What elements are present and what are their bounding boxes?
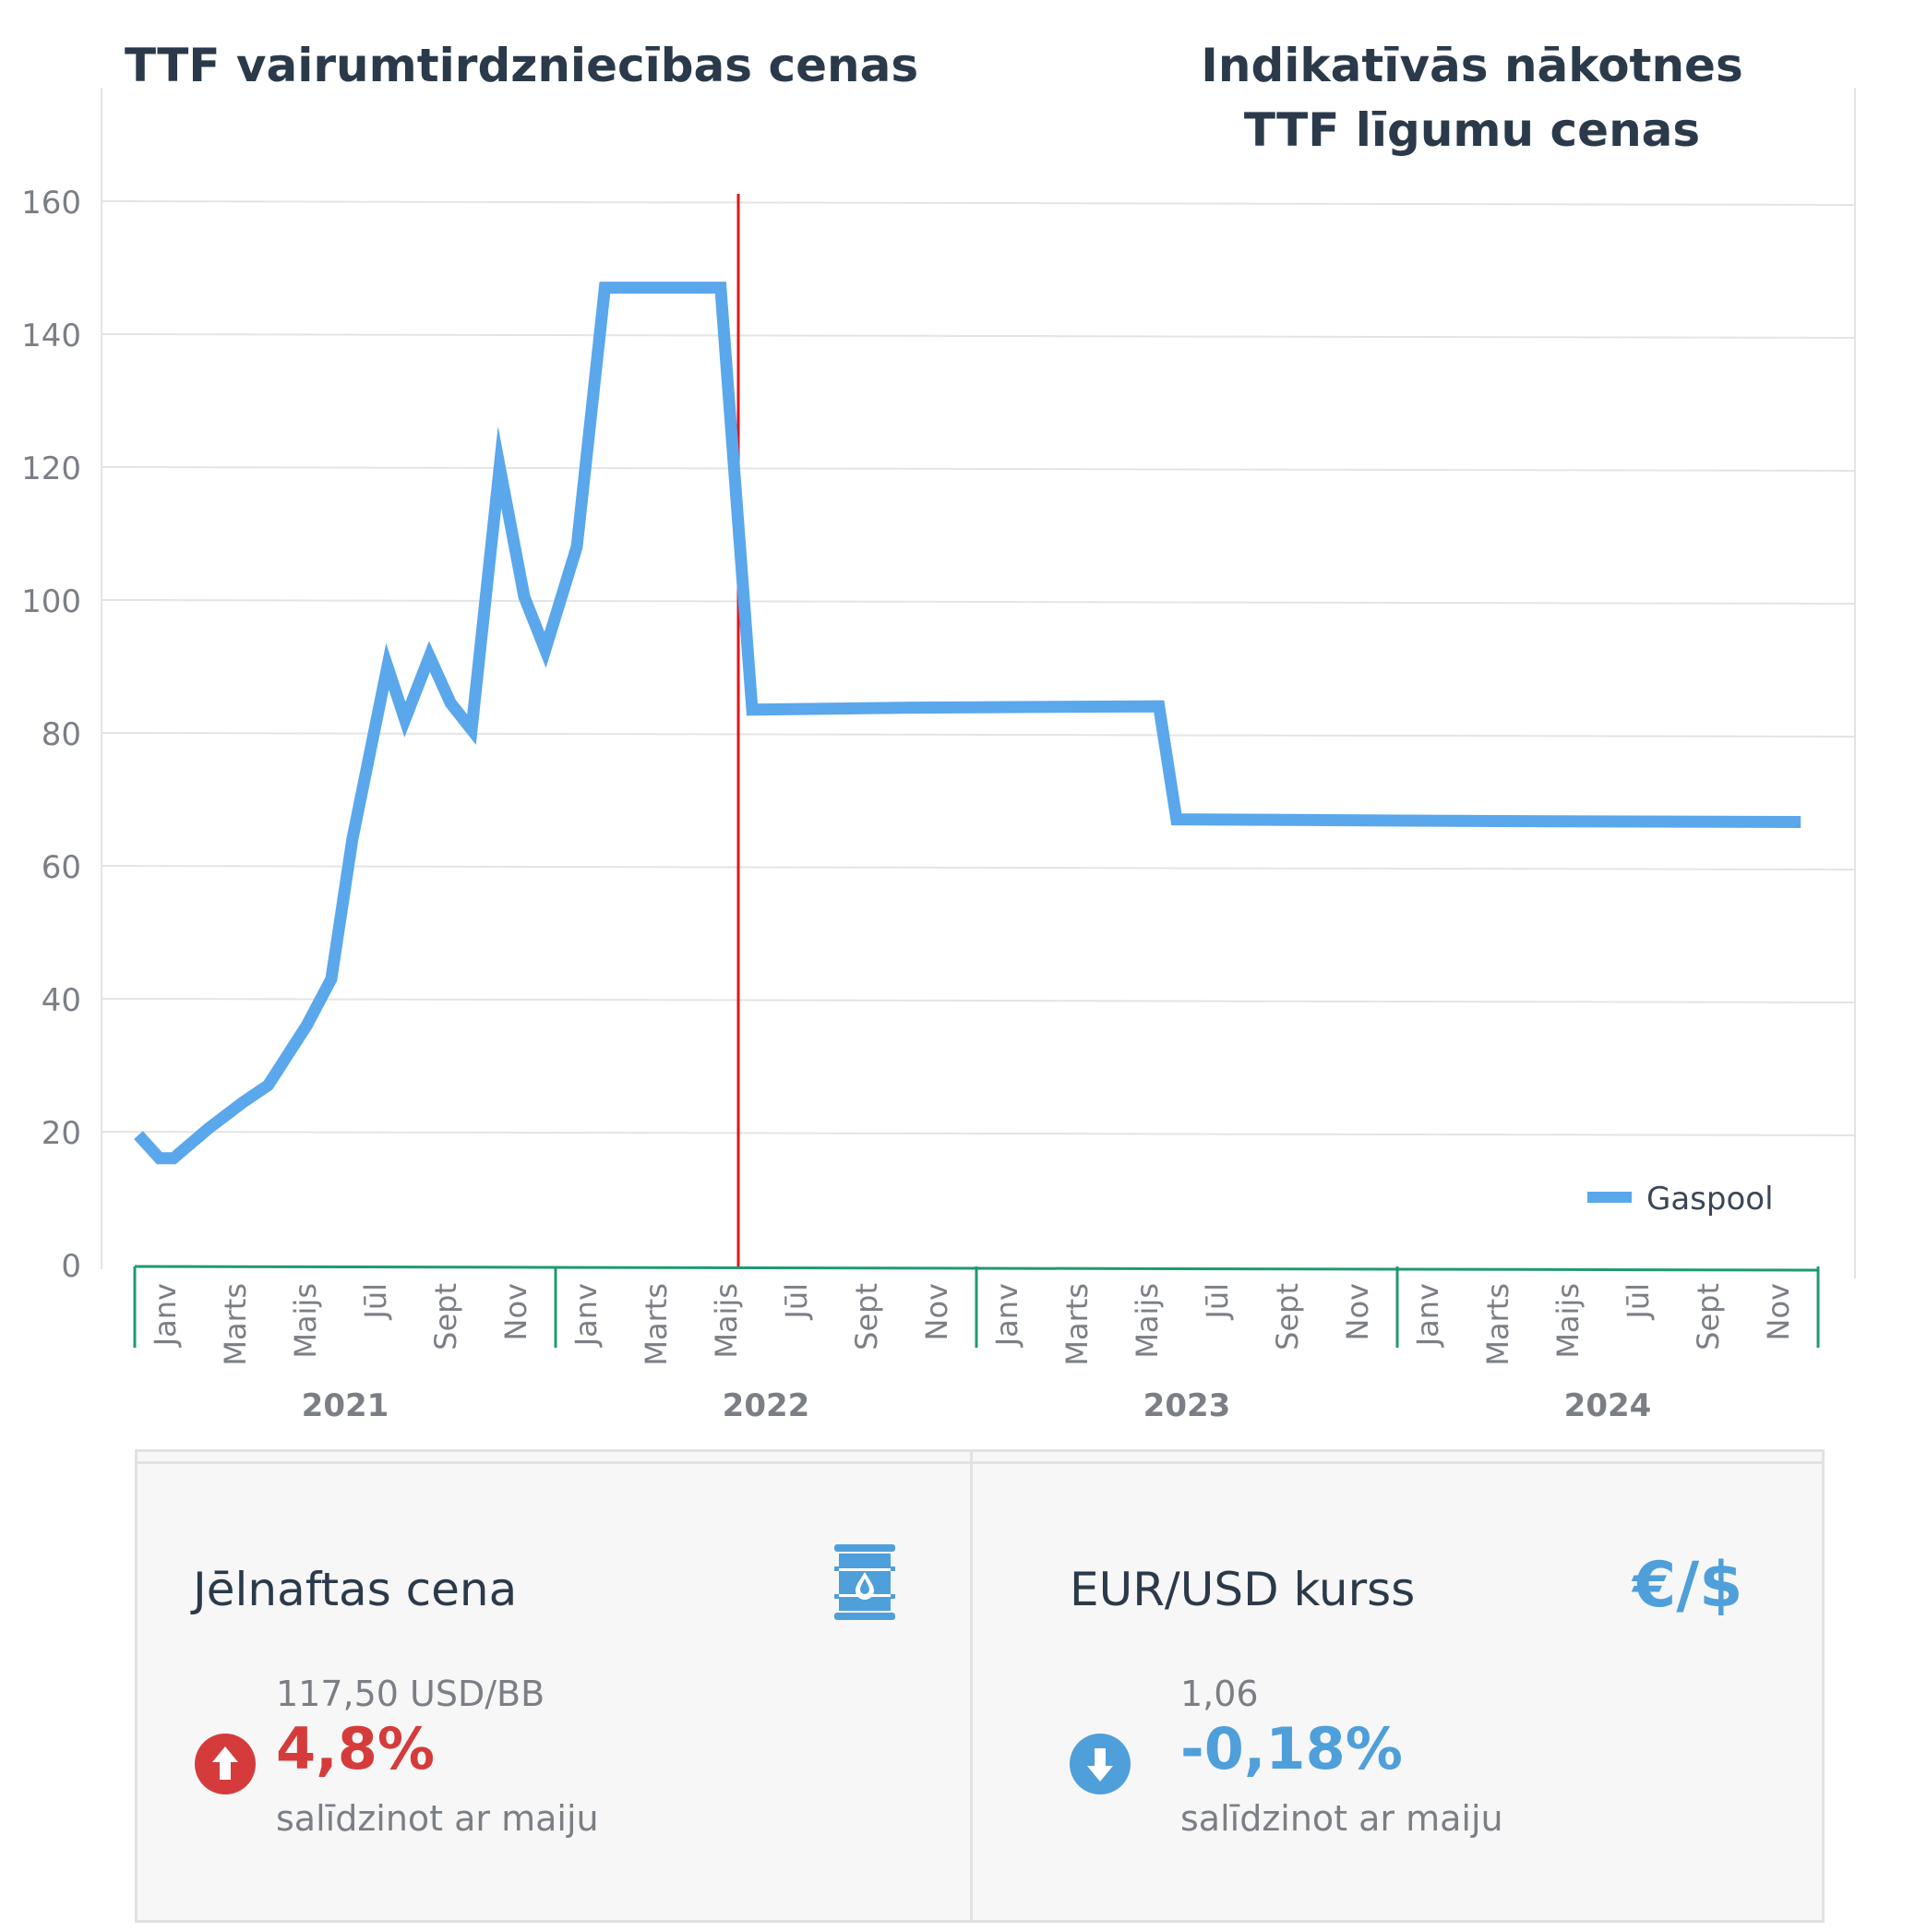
oil-price-card: Jēlnaftas cena 117,50 USD/BB 4,8% salīdz… <box>135 1449 973 1923</box>
oil-card-title: Jēlnaftas cena <box>193 1563 518 1616</box>
month-tick-label: Maijs <box>709 1283 744 1359</box>
chart-title-futures: Indikatīvās nākotnes TTF līgumu cenas <box>1163 33 1781 162</box>
y-axis: 0 20 40 60 80 100 120 140 160 <box>21 185 81 1285</box>
arrow-up-icon <box>195 1734 256 1794</box>
year-label: 2022 <box>723 1387 810 1424</box>
y-tick-label: 40 <box>42 982 81 1019</box>
month-tick-label: Marts <box>1059 1283 1095 1366</box>
year-label: 2021 <box>302 1387 389 1424</box>
grid-line <box>101 865 1856 870</box>
y-tick-label: 80 <box>42 716 81 753</box>
fx-rate-value: 1,06 <box>1180 1674 1259 1714</box>
grid-line <box>101 333 1856 339</box>
oil-barrel-icon <box>834 1544 895 1620</box>
futures-title-line-1: Indikatīvās nākotnes <box>1201 39 1743 92</box>
month-tick-label: Janv <box>989 1283 1024 1348</box>
arrow-down-icon <box>1070 1734 1131 1794</box>
month-tick-label: Jūl <box>779 1283 814 1321</box>
month-tick-label: Maijs <box>1130 1283 1165 1359</box>
year-label: 2023 <box>1143 1387 1231 1424</box>
chart-title-historic: TTF vairumtirdzniecības cenas <box>125 39 919 92</box>
grid-line <box>101 599 1856 605</box>
card-divider <box>138 1461 970 1464</box>
month-tick-label: Nov <box>919 1283 954 1340</box>
grid-line <box>101 732 1856 738</box>
month-tick-label: Marts <box>1480 1283 1515 1366</box>
oil-price-change: 4,8% <box>276 1715 435 1782</box>
y-tick-label: 20 <box>42 1115 81 1152</box>
month-tick-label: Janv <box>1410 1283 1445 1348</box>
euro-dollar-icon: €/$ <box>1633 1549 1743 1622</box>
legend-label-gaspool: Gaspool <box>1646 1181 1774 1218</box>
grid-lines <box>101 200 1856 1136</box>
fx-rate-change: -0,18% <box>1180 1715 1403 1782</box>
month-tick-label: Sept <box>428 1283 463 1350</box>
month-tick-label: Janv <box>569 1283 604 1348</box>
grid-line <box>101 998 1856 1003</box>
month-tick-label: Maijs <box>288 1283 323 1359</box>
month-tick-label: Marts <box>218 1283 253 1366</box>
month-tick-label: Marts <box>639 1283 674 1366</box>
series-line-gaspool <box>134 282 1801 1165</box>
y-tick-label: 140 <box>21 318 81 354</box>
month-tick-label: Jūl <box>358 1283 393 1321</box>
month-tick-label: Jūl <box>1621 1283 1656 1321</box>
month-tick-label: Jūl <box>1200 1283 1235 1321</box>
month-tick-label: Sept <box>1691 1283 1726 1350</box>
month-tick-label: Sept <box>1270 1283 1305 1350</box>
eur-usd-card: EUR/USD kurss €/$ 1,06 -0,18% salīdzinot… <box>970 1449 1825 1923</box>
year-label: 2024 <box>1564 1387 1652 1424</box>
month-tick-label: Maijs <box>1550 1283 1586 1359</box>
month-tick-label: Nov <box>1340 1283 1375 1340</box>
legend: Gaspool <box>1587 1181 1774 1218</box>
y-tick-label: 0 <box>61 1248 81 1285</box>
grid-line <box>101 200 1856 206</box>
y-tick-label: 100 <box>21 583 81 620</box>
month-tick-label: Janv <box>148 1283 183 1348</box>
y-tick-label: 60 <box>42 849 81 886</box>
card-divider <box>973 1461 1822 1464</box>
grid-line <box>101 1131 1856 1136</box>
chart: 0 20 40 60 80 100 120 140 160 2021 Janv Marts Maijs… <box>21 88 1856 1424</box>
month-tick-label: Nov <box>498 1283 533 1340</box>
fx-comparison-note: salīdzinot ar maiju <box>1180 1798 1503 1839</box>
futures-title-line-2: TTF līgumu cenas <box>1243 103 1701 157</box>
y-tick-label: 120 <box>21 450 81 487</box>
x-axis: 2021 Janv Marts Maijs Jūl Sept Nov 2022 Janv Mart… <box>133 1265 1820 1424</box>
month-tick-label: Sept <box>849 1283 884 1350</box>
month-tick-label: Nov <box>1761 1283 1796 1340</box>
fx-card-title: EUR/USD kurss <box>1070 1563 1416 1616</box>
grid-line <box>101 466 1856 472</box>
y-tick-label: 160 <box>21 185 81 222</box>
oil-comparison-note: salīdzinot ar maiju <box>276 1798 599 1839</box>
oil-price-value: 117,50 USD/BB <box>276 1674 545 1714</box>
